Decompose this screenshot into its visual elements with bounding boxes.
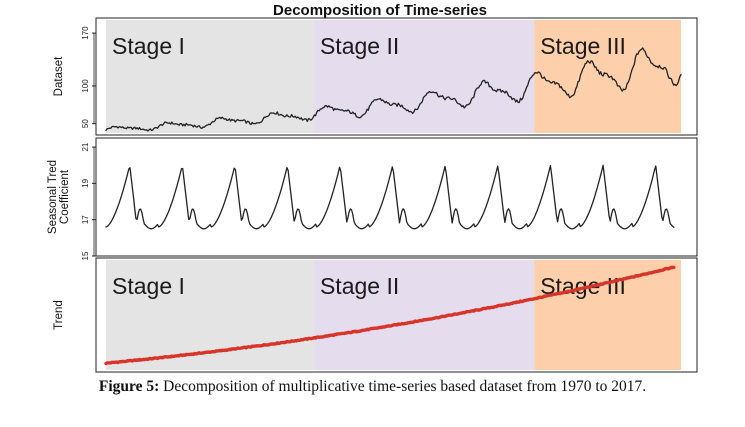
stage-band-1 <box>106 20 314 133</box>
panel-dataset: Stage I Stage II Stage III 50 100 170 Dataset <box>53 17 698 136</box>
y-axis-label: Coefficient <box>59 169 71 224</box>
series-line-seasonal <box>105 164 675 230</box>
stage-label-2: Stage II <box>320 273 399 299</box>
y-tick-label: 170 <box>81 26 90 40</box>
series-line-dataset <box>105 47 682 132</box>
panel-frame-seasonal <box>95 137 698 257</box>
stage-label-3: Stage III <box>540 33 626 59</box>
panels-group: Stage I Stage II Stage III 50 100 170 Dataset 1… <box>47 17 698 373</box>
y-tick-label: 100 <box>81 79 90 93</box>
caption-text: Decomposition of multiplicative time-ser… <box>159 378 647 395</box>
decomposition-figure: Decomposition of Time-series Stage I Stag… <box>47 2 698 373</box>
y-axis-label: Dataset <box>53 56 65 96</box>
panel-frame-dataset <box>95 17 698 136</box>
stage-band-2 <box>313 260 535 370</box>
y-tick-label: 17 <box>81 215 90 224</box>
stage-band-2 <box>313 20 535 133</box>
stage-band-3 <box>534 260 681 370</box>
y-tick-label: 19 <box>81 178 90 187</box>
y-tick-label: 15 <box>81 251 90 260</box>
panel-seasonal: 15 17 19 21 Seasonal Tred Coefficient <box>47 137 698 260</box>
stage-band-3 <box>534 20 681 133</box>
caption-label: Figure 5: <box>98 378 160 395</box>
figure-caption: Figure 5: Decomposition of multiplicativ… <box>0 378 745 396</box>
y-tick-label: 50 <box>81 119 90 128</box>
y-axis-label: Trend <box>53 300 65 330</box>
y-axis-label: Seasonal Tred <box>47 160 59 234</box>
chart-title: Decomposition of Time-series <box>273 2 487 19</box>
stage-label-2: Stage II <box>320 33 399 59</box>
stage-label-1: Stage I <box>112 273 185 299</box>
stage-label-1: Stage I <box>112 33 185 59</box>
y-tick-label: 21 <box>81 142 90 151</box>
panel-frame-trend <box>95 257 698 373</box>
series-line-trend <box>104 265 676 366</box>
